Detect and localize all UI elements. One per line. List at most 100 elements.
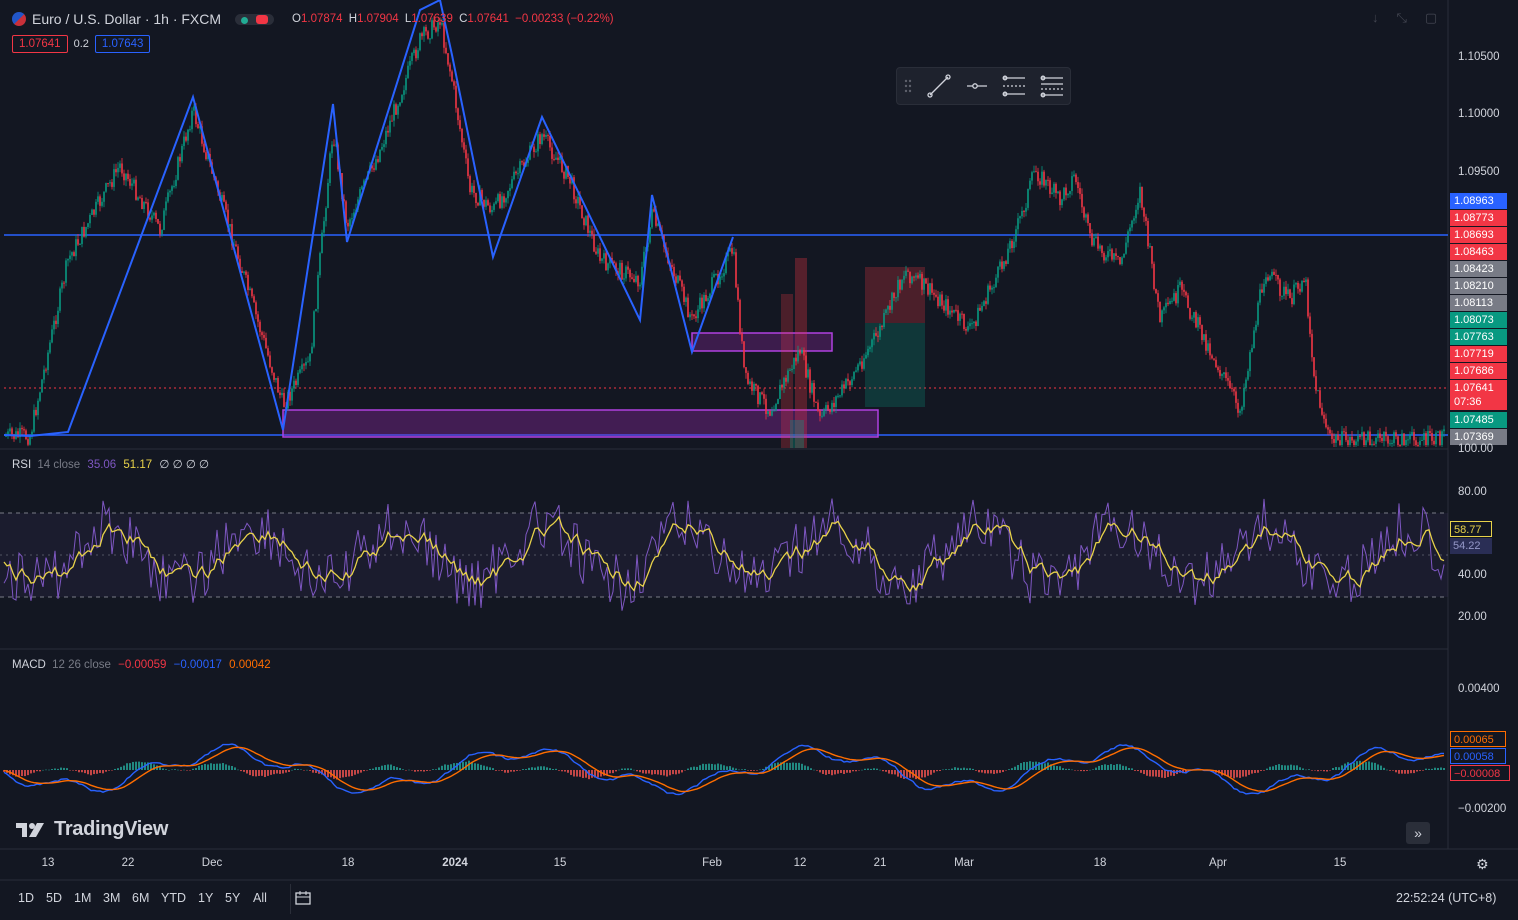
- macd-hist-bar: [1338, 767, 1340, 770]
- macd-hist-bar: [1032, 761, 1034, 770]
- candle-body: [1149, 246, 1151, 248]
- trend-line-icon[interactable]: [927, 74, 951, 98]
- range-button-3m[interactable]: 3M: [103, 891, 121, 905]
- rsi-tick: 40.00: [1458, 569, 1487, 581]
- range-button-all[interactable]: All: [253, 891, 267, 905]
- buy-button[interactable]: 1.07643: [94, 35, 151, 53]
- candle-body: [1345, 431, 1347, 441]
- macd-hist-bar: [576, 770, 578, 777]
- range-button-ytd[interactable]: YTD: [161, 891, 186, 905]
- macd-hist-bar: [969, 768, 971, 770]
- range-button-1d[interactable]: 1D: [18, 891, 34, 905]
- macd-signal-line[interactable]: [3, 746, 1445, 793]
- candle-body: [503, 196, 505, 203]
- macd-hist-bar: [999, 770, 1001, 773]
- clock[interactable]: 22:52:24 (UTC+8): [1396, 891, 1497, 905]
- horizontal-ray-icon[interactable]: [967, 83, 987, 89]
- tradingview-logo[interactable]: TradingView: [16, 818, 168, 841]
- candle-body: [1083, 207, 1085, 218]
- candle-body: [375, 159, 377, 170]
- candle-body: [137, 197, 139, 200]
- candle-body: [541, 134, 543, 145]
- candle-body: [193, 106, 195, 111]
- candle-body: [1289, 289, 1291, 299]
- scroll-to-realtime-button[interactable]: »: [1406, 822, 1430, 844]
- macd-hist-bar: [375, 767, 377, 770]
- macd-hist-bar: [471, 762, 473, 770]
- position-target-zone-2[interactable]: [790, 420, 804, 448]
- position-stop-zone[interactable]: [865, 267, 925, 323]
- macd-hist-bar: [87, 770, 89, 775]
- macd-title[interactable]: MACD: [12, 659, 46, 671]
- symbol-title[interactable]: Euro / U.S. Dollar · 1h · FXCM: [32, 11, 222, 27]
- range-button-1m[interactable]: 1M: [74, 891, 92, 905]
- date-range-icon[interactable]: [294, 889, 312, 910]
- candle-body: [771, 410, 773, 416]
- candle-body: [1039, 181, 1041, 185]
- candle-body: [37, 400, 39, 416]
- macd-hist-bar: [525, 768, 527, 770]
- candle-body: [1357, 435, 1359, 442]
- position-target-zone[interactable]: [865, 323, 925, 407]
- settings-gear-icon[interactable]: ⚙: [1476, 856, 1489, 872]
- collapse-icon[interactable]: ⤡: [1396, 10, 1407, 25]
- zigzag-pattern[interactable]: [3, 0, 734, 438]
- candle-body: [1085, 214, 1087, 218]
- sell-button[interactable]: 1.07641: [12, 35, 68, 53]
- price-tag: 1.08210: [1450, 278, 1507, 294]
- rsi-ma-line[interactable]: [3, 515, 1445, 593]
- candlestick-series[interactable]: [5, 16, 1445, 447]
- candle-body: [1261, 289, 1263, 293]
- candle-body: [1171, 300, 1173, 302]
- demand-zone-rectangle[interactable]: [282, 409, 879, 438]
- candle-body: [1123, 253, 1125, 258]
- candle-body: [815, 401, 817, 403]
- range-button-5d[interactable]: 5D: [46, 891, 62, 905]
- candle-body: [1265, 277, 1267, 284]
- maximize-icon[interactable]: ▢: [1424, 10, 1438, 25]
- candle-body: [127, 173, 129, 179]
- parallel-channel-icon[interactable]: [1002, 75, 1025, 97]
- fib-retracement-icon[interactable]: [1040, 75, 1063, 98]
- candle-body: [1335, 434, 1337, 443]
- candle-body: [1277, 274, 1279, 280]
- supply-zone-rectangle[interactable]: [691, 332, 833, 352]
- position-stop-zone-2[interactable]: [795, 258, 807, 448]
- macd-hist-bar: [1416, 770, 1418, 772]
- macd-hist-bar: [129, 763, 131, 770]
- macd-hist-bar: [834, 770, 836, 775]
- candle-body: [25, 430, 27, 440]
- range-button-6m[interactable]: 6M: [132, 891, 150, 905]
- range-button-1y[interactable]: 1Y: [198, 891, 214, 905]
- price-tag: 1.08963: [1450, 193, 1507, 209]
- market-status-icon[interactable]: [235, 13, 275, 25]
- macd-hist-bar: [732, 767, 734, 770]
- rsi-line[interactable]: [3, 498, 1445, 611]
- candle-body: [1021, 210, 1023, 217]
- position-stop-zone-3[interactable]: [781, 294, 793, 448]
- candle-body: [739, 299, 741, 334]
- rsi-title[interactable]: RSI: [12, 459, 32, 471]
- macd-hist-bar: [228, 765, 230, 770]
- macd-hist-bar: [858, 770, 860, 771]
- macd-hist-bar: [972, 768, 974, 770]
- candle-body: [1239, 410, 1241, 413]
- drag-handle-icon[interactable]: [904, 79, 912, 93]
- candle-body: [73, 252, 75, 257]
- macd-hist-bar: [798, 762, 800, 770]
- macd-hist-bar: [873, 768, 875, 770]
- candle-body: [1167, 302, 1169, 305]
- macd-hist-bar: [54, 768, 56, 770]
- move-down-icon[interactable]: ↓: [1372, 10, 1379, 25]
- candle-body: [927, 283, 929, 295]
- macd-hist-bar: [531, 767, 533, 770]
- candle-body: [539, 134, 541, 145]
- macd-hist-bar: [813, 769, 815, 771]
- macd-hist-bar: [72, 770, 74, 771]
- macd-hist-bar: [789, 762, 791, 770]
- macd-hist-bar: [1314, 770, 1316, 771]
- candle-body: [23, 429, 25, 431]
- range-button-5y[interactable]: 5Y: [225, 891, 241, 905]
- candle-body: [1081, 193, 1083, 208]
